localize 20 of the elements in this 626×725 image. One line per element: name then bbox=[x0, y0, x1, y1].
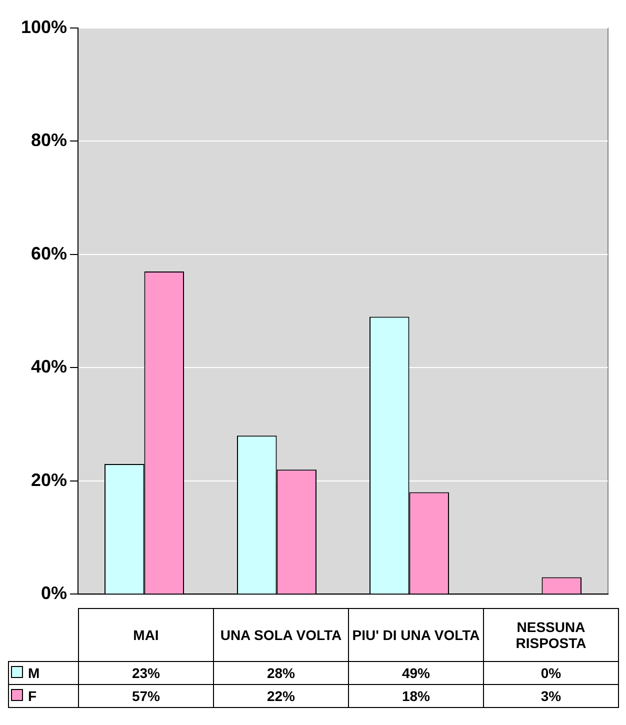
x-tick-label: MAI bbox=[78, 608, 214, 662]
data-label: 23% bbox=[78, 662, 214, 684]
y-tick-label: 80% bbox=[30, 130, 67, 150]
data-label: 57% bbox=[78, 684, 214, 708]
data-label: 0% bbox=[484, 662, 618, 684]
x-tick-label: UNA SOLA VOLTA bbox=[214, 608, 348, 662]
data-label: 18% bbox=[348, 684, 484, 708]
legend-label: M bbox=[27, 665, 40, 681]
data-label: 28% bbox=[214, 662, 348, 684]
y-tick-label: 20% bbox=[30, 470, 67, 490]
y-tick-label: 60% bbox=[30, 243, 67, 264]
x-tick-label: PIU' DI UNA VOLTA bbox=[348, 608, 484, 662]
data-label: 49% bbox=[348, 662, 484, 684]
legend-label: F bbox=[27, 688, 37, 704]
y-tick-label: 100% bbox=[20, 16, 67, 37]
y-tick-label: 40% bbox=[30, 356, 67, 377]
y-tick-label: 0% bbox=[40, 583, 67, 604]
data-label: 3% bbox=[484, 684, 618, 708]
x-tick-label: NESSUNA RISPOSTA bbox=[484, 608, 618, 662]
data-label: 22% bbox=[214, 684, 348, 708]
